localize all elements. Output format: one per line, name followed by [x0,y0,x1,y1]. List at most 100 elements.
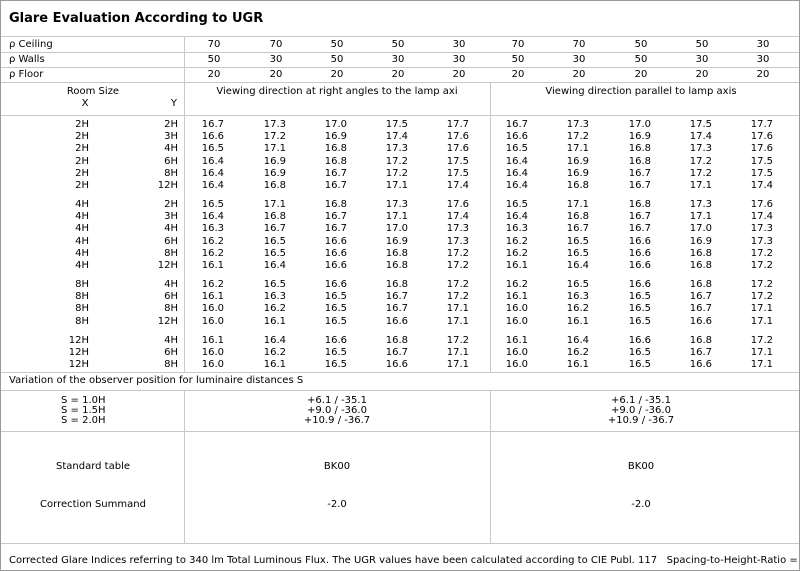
ugr-value: 16.5 [628,359,651,371]
room-size-label: Room Size [66,86,120,97]
room-x: 2H [75,131,89,143]
ugr-value: 16.9 [566,155,589,167]
ugr-value: 17.0 [324,119,347,130]
ugr-value: 16.6 [324,260,347,271]
ugr-value: 16.7 [689,347,712,359]
ugr-value: 16.4 [201,155,224,167]
ugr-value: 17.6 [750,199,773,210]
ugr-value: 16.8 [385,279,408,290]
ugr-value: 16.6 [628,247,651,259]
ugr-value: 17.2 [446,335,469,346]
ugr-value: 16.7 [628,223,651,235]
rule [1,431,799,432]
distance-label: S = 1.5H [61,405,106,416]
title: Glare Evaluation According to UGR [9,11,264,26]
ugr-value: 16.5 [263,235,286,247]
reflectance-value: 30 [695,54,709,65]
ugr-value: 16.3 [263,291,286,303]
ugr-value: 16.6 [628,279,651,290]
ugr-value: 16.4 [566,260,589,271]
variation-value: +6.1 / -35.1 [307,395,367,406]
ugr-value: 16.4 [505,211,528,223]
ugr-value: 16.1 [201,260,224,271]
room-x: 2H [75,119,89,130]
ugr-value: 16.4 [505,167,528,179]
ugr-value: 16.2 [263,347,286,359]
ugr-value: 17.0 [689,223,712,235]
ugr-value: 16.7 [689,291,712,303]
ugr-value: 16.8 [324,155,347,167]
ugr-value: 16.2 [263,303,286,315]
ugr-value: 17.5 [385,119,408,130]
variation-value: +10.9 / -36.7 [607,415,675,426]
room-y: 6H [164,155,178,167]
ugr-value: 17.2 [566,131,589,143]
ugr-value: 16.8 [385,335,408,346]
ugr-value: 16.6 [628,335,651,346]
room-y: 8H [164,167,178,179]
rule [1,36,799,37]
ugr-value: 16.5 [628,315,651,327]
ugr-value: 16.8 [566,180,589,191]
ugr-value: 16.7 [263,223,286,235]
reflectance-value: 50 [511,54,525,65]
room-x: 8H [75,291,89,303]
ugr-value: 16.5 [263,247,286,259]
reflectance-value: 20 [207,69,221,80]
reflectance-value: 30 [756,54,770,65]
room-x: 4H [75,235,89,247]
ugr-value: 16.6 [689,359,712,371]
ugr-value: 16.2 [201,247,224,259]
room-y: 8H [164,359,178,371]
ugr-value: 16.0 [201,303,224,315]
reflectance-value: 20 [452,69,466,80]
ugr-value: 17.2 [385,167,408,179]
ugr-value: 16.6 [324,335,347,346]
ugr-value: 17.3 [385,143,408,155]
room-x: 12H [68,335,89,346]
reflectance-value: 20 [269,69,283,80]
ugr-value: 17.3 [385,199,408,210]
room-x: 2H [75,167,89,179]
reflectance-value: 20 [695,69,709,80]
ugr-value: 16.6 [385,315,408,327]
ugr-value: 17.1 [385,180,408,191]
ugr-value: 17.5 [750,155,773,167]
reflectance-value: 30 [756,39,770,50]
ugr-value: 17.6 [446,143,469,155]
ugr-value: 16.5 [263,279,286,290]
rule [1,372,799,373]
column-rule [184,36,185,372]
ugr-value: 16.4 [505,180,528,191]
ugr-value: 17.3 [566,119,589,130]
ugr-value: 16.5 [628,347,651,359]
ugr-value: 17.4 [446,211,469,223]
ugr-value: 16.8 [566,211,589,223]
ugr-value: 17.2 [689,167,712,179]
ugr-value: 17.1 [446,303,469,315]
ugr-value: 16.6 [201,131,224,143]
ugr-value: 17.2 [750,335,773,346]
ugr-value: 16.3 [201,223,224,235]
rule [1,52,799,53]
reflectance-value: 50 [391,39,405,50]
ugr-value: 16.5 [505,199,528,210]
ugr-value: 16.9 [385,235,408,247]
ugr-value: 16.8 [689,260,712,271]
ugr-value: 16.9 [263,155,286,167]
ugr-value: 16.8 [628,143,651,155]
room-x: 8H [75,279,89,290]
ugr-value: 16.7 [628,211,651,223]
reflectance-value: 50 [330,54,344,65]
ugr-value: 16.0 [201,359,224,371]
ugr-value: 16.4 [263,260,286,271]
reflectance-value: 30 [452,54,466,65]
ugr-value: 17.1 [750,359,773,371]
ugr-value: 16.7 [385,347,408,359]
ugr-value: 16.5 [566,235,589,247]
ugr-value: 17.4 [750,211,773,223]
room-y: 2H [164,119,178,130]
ugr-value: 16.6 [324,247,347,259]
room-x: 2H [75,143,89,155]
ugr-value: 16.0 [505,359,528,371]
